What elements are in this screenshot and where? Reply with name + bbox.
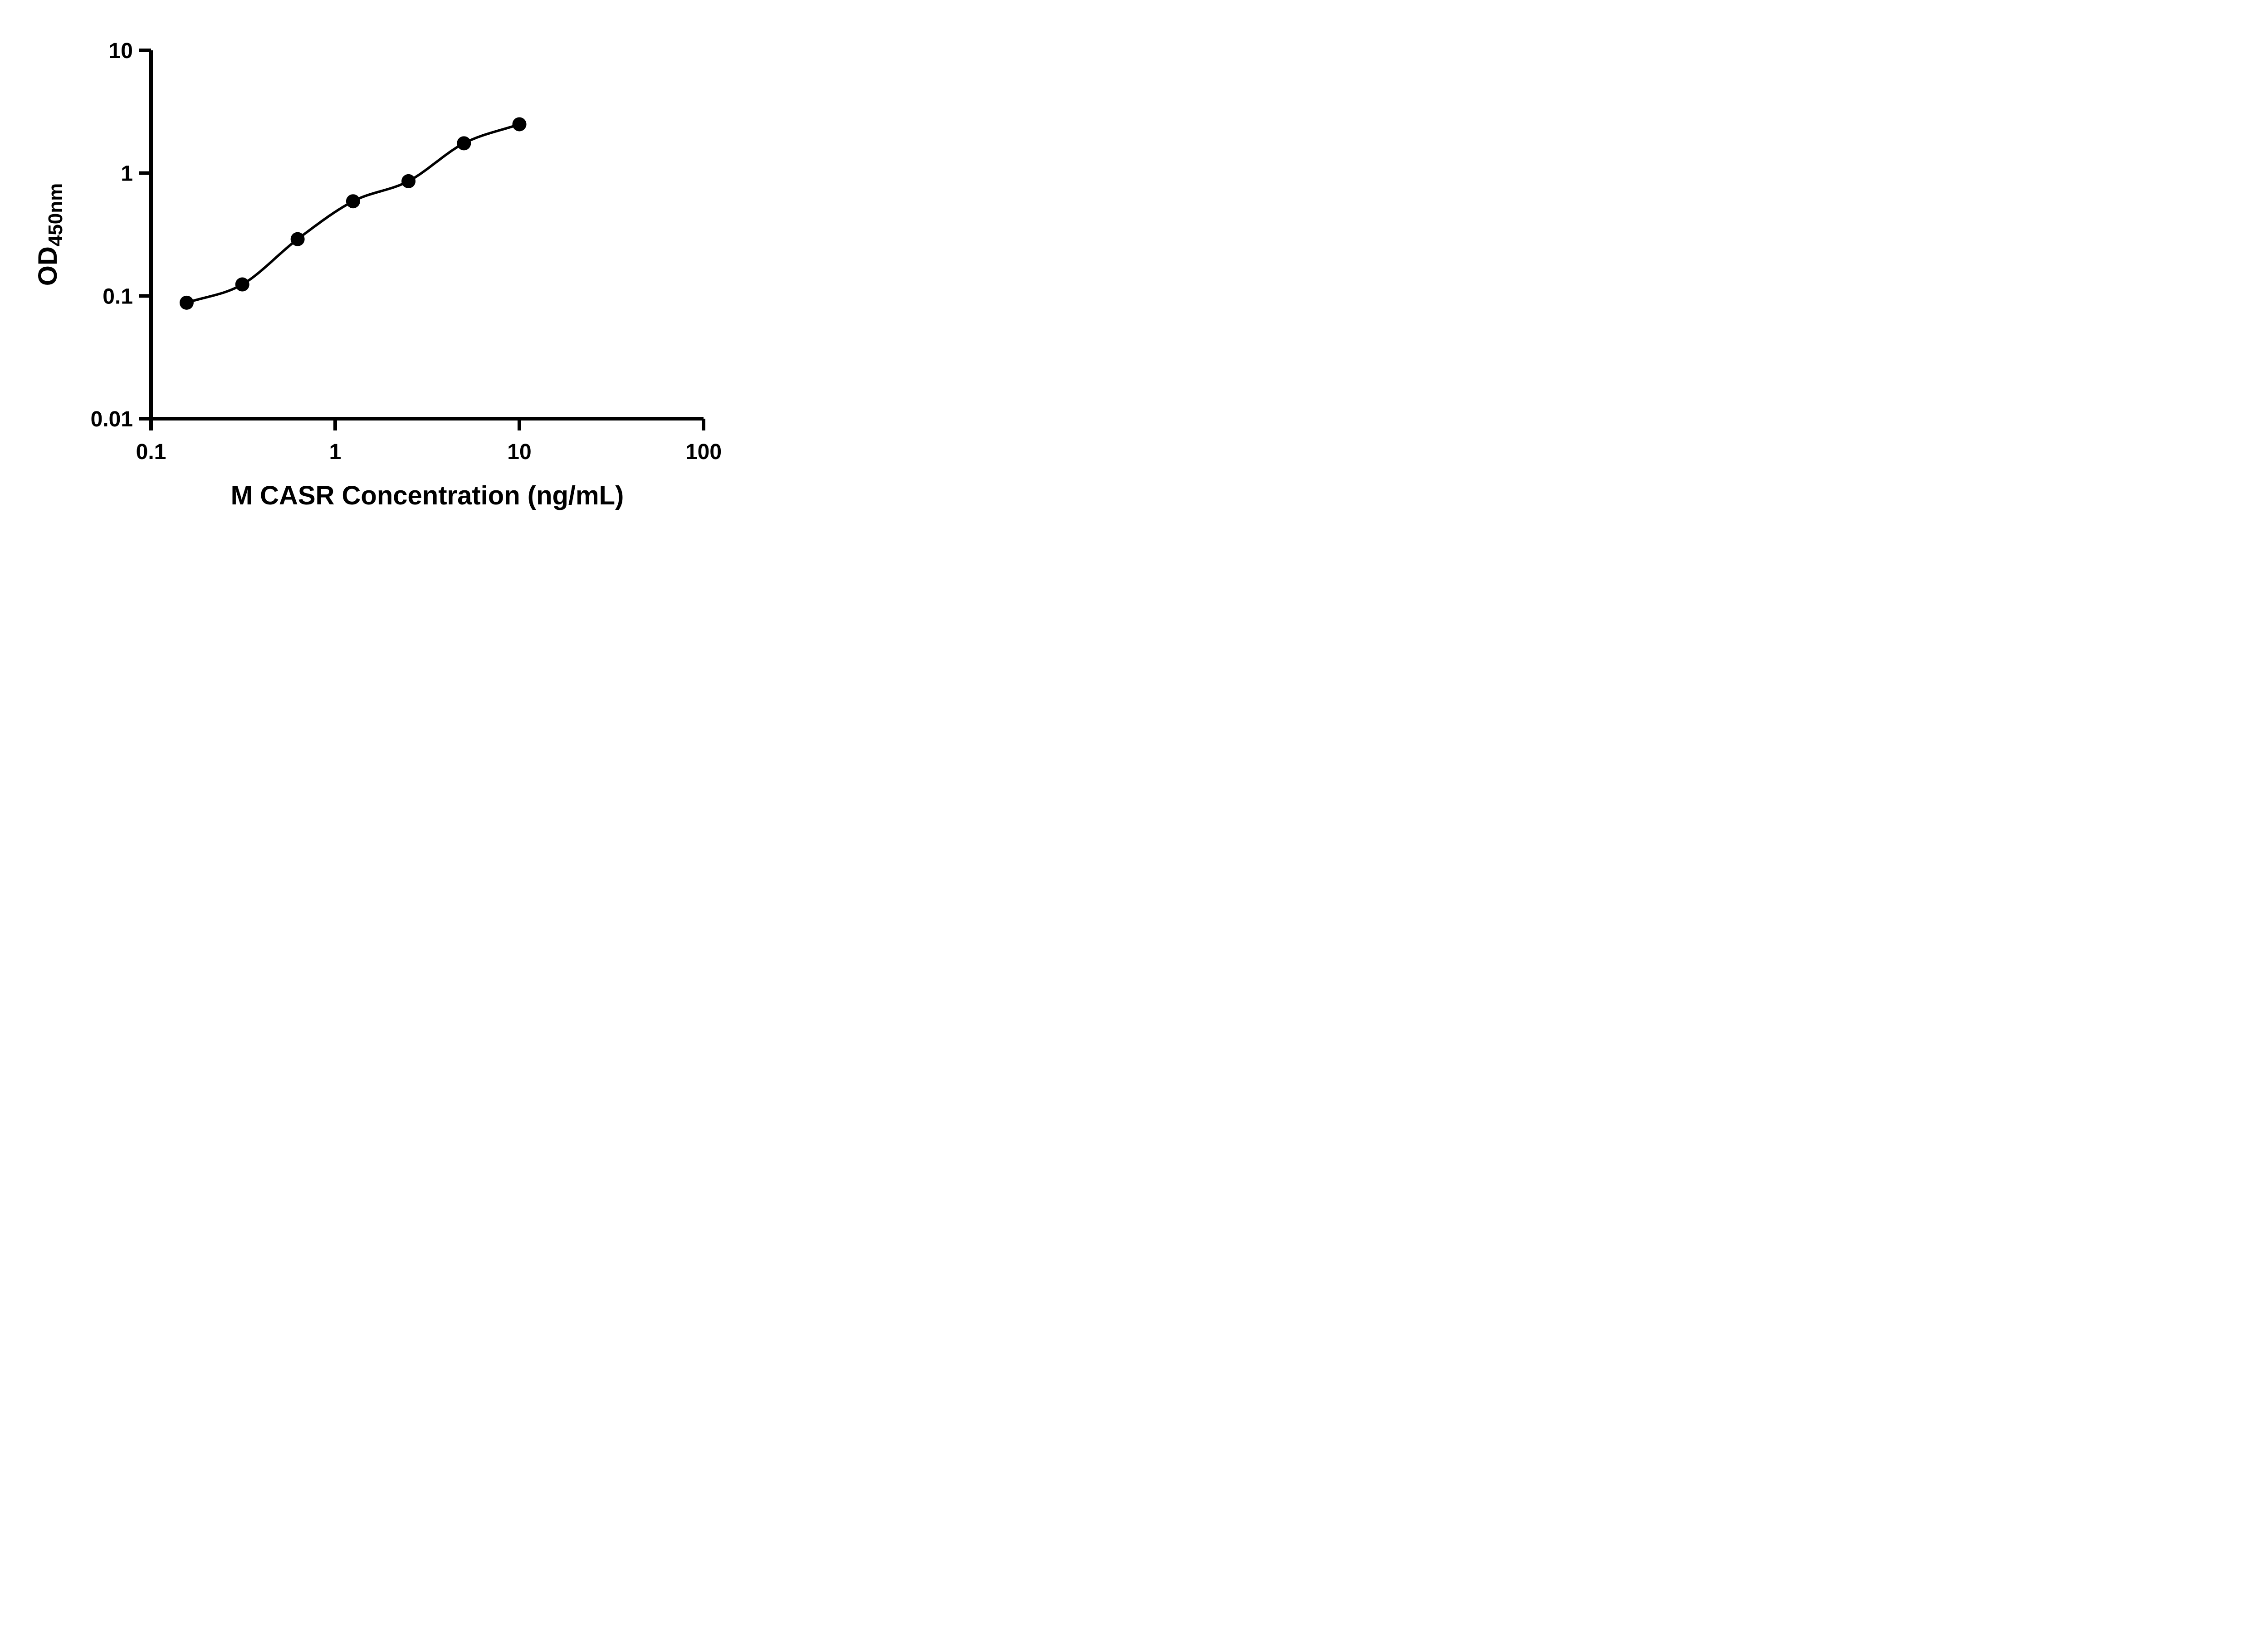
data-point — [290, 232, 305, 246]
data-point — [346, 194, 360, 209]
y-axis-title-subscript: 450nm — [44, 183, 67, 246]
y-tick-label: 1 — [121, 162, 133, 186]
data-series — [179, 117, 527, 310]
axes — [149, 50, 704, 420]
x-tick-label: 100 — [685, 440, 722, 464]
x-axis-ticks: 0.1 1 10 100 — [136, 419, 722, 464]
y-axis-ticks: 0.01 0.1 1 10 — [91, 39, 151, 431]
y-tick-label: 0.01 — [91, 407, 133, 431]
data-point — [179, 295, 194, 310]
x-axis-title: M CASR Concentration (ng/mL) — [231, 481, 624, 510]
data-point — [457, 136, 471, 151]
x-tick-label: 0.1 — [136, 440, 166, 464]
data-point — [512, 117, 527, 132]
data-point — [401, 174, 416, 188]
x-tick-label: 1 — [329, 440, 342, 464]
axis-spine — [149, 50, 704, 420]
y-axis-title: OD450nm — [33, 183, 67, 286]
fit-curve-line — [185, 123, 521, 304]
fit-curve — [185, 123, 521, 304]
x-tick-label: 10 — [507, 440, 531, 464]
elisa-standard-curve-chart: 0.1 1 10 100 0.01 0.1 1 10 M CASR Concentratio… — [0, 0, 777, 544]
data-point — [235, 277, 249, 292]
y-tick-label: 0.1 — [103, 284, 133, 308]
y-axis-title-main: OD — [33, 246, 63, 286]
y-tick-label: 10 — [109, 39, 133, 63]
